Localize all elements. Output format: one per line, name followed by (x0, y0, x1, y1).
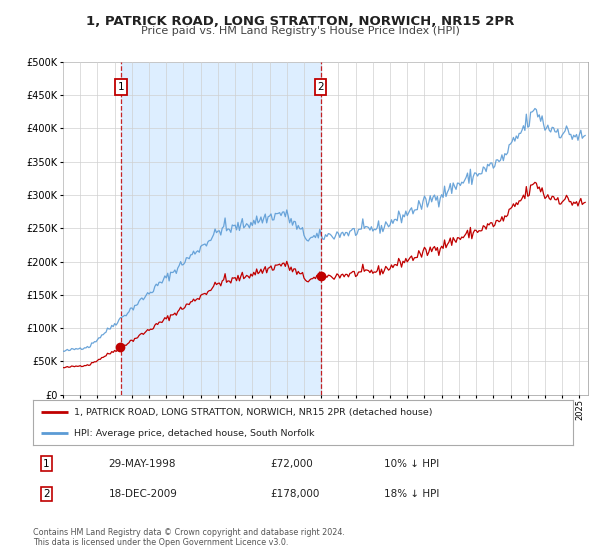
Text: £178,000: £178,000 (271, 489, 320, 499)
Text: 1, PATRICK ROAD, LONG STRATTON, NORWICH, NR15 2PR: 1, PATRICK ROAD, LONG STRATTON, NORWICH,… (86, 15, 514, 28)
Text: 1: 1 (118, 82, 124, 92)
Text: 1: 1 (43, 459, 50, 469)
Text: 18-DEC-2009: 18-DEC-2009 (109, 489, 178, 499)
Text: 18% ↓ HPI: 18% ↓ HPI (384, 489, 439, 499)
Bar (121, 62, 320, 395)
Text: 2: 2 (317, 82, 324, 92)
Text: 1, PATRICK ROAD, LONG STRATTON, NORWICH, NR15 2PR (detached house): 1, PATRICK ROAD, LONG STRATTON, NORWICH,… (74, 408, 432, 417)
Text: 2: 2 (43, 489, 50, 499)
Text: Contains HM Land Registry data © Crown copyright and database right 2024.: Contains HM Land Registry data © Crown c… (33, 528, 345, 536)
Text: HPI: Average price, detached house, South Norfolk: HPI: Average price, detached house, Sout… (74, 428, 314, 437)
Text: This data is licensed under the Open Government Licence v3.0.: This data is licensed under the Open Gov… (33, 538, 289, 547)
Text: 10% ↓ HPI: 10% ↓ HPI (384, 459, 439, 469)
Text: Price paid vs. HM Land Registry's House Price Index (HPI): Price paid vs. HM Land Registry's House … (140, 26, 460, 36)
Text: 29-MAY-1998: 29-MAY-1998 (109, 459, 176, 469)
Text: £72,000: £72,000 (271, 459, 313, 469)
